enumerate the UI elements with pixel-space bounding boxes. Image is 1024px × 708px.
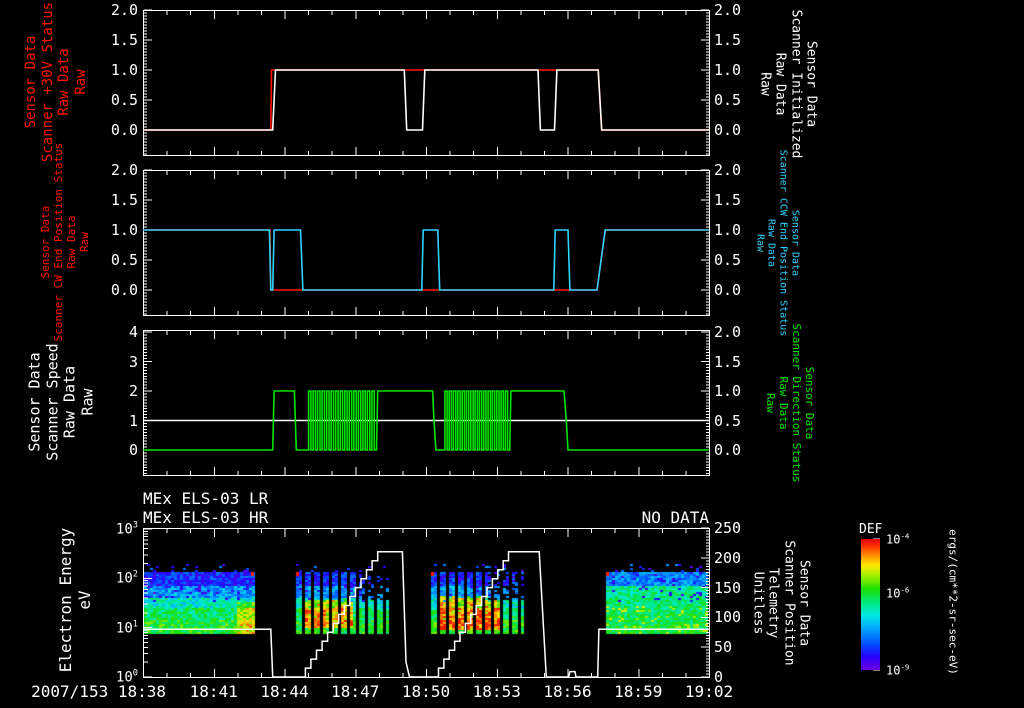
panel4-ytick-right: 0 [714,668,724,686]
panel4-ytick-right: 150 [714,578,742,597]
panel2-ytick-left: 0.0 [110,281,138,299]
panel3-ytick-right: 1.0 [714,382,742,400]
panel1-ytick-right: 0.5 [714,91,742,109]
colorbar-tick-label: 10-9 [886,662,910,678]
panel4-ytick-left: 100 [115,668,138,686]
panel2-ytick-left: 1.5 [110,191,138,209]
panel2-ytick-left: 1.0 [110,221,138,239]
panel3-ytick-left: 3 [128,352,138,371]
panel-frame [143,528,710,678]
spectrogram-title-lr: MEx ELS-03 LR [143,489,269,508]
panel1-ytick-left: 2.0 [110,1,138,19]
panel1-ytick-right: 0.0 [714,121,742,139]
panel4-ytick-left: 102 [115,570,138,587]
panel1-ytick-right: 1.5 [714,31,742,49]
colorbar-tick-label: 10-4 [886,531,910,547]
colorbar-title: DEF [859,522,883,537]
scanner-ccw-end-position-status-raw [143,229,709,291]
panel1-ytick-left: 1.5 [110,31,138,49]
panel4-ytick-right: 50 [714,638,733,657]
panel4-ytick-left: 101 [115,619,138,637]
scanner-cw-end-position-status-raw [143,229,709,291]
x-axis-tick-label: 18:53 [472,682,521,701]
panel1-left-axis-label: Sensor Data Scanner +30V Status Raw Data… [22,1,89,163]
panel3-ytick-left: 2 [128,382,138,400]
colorbar-unit-label: ergs/(cm**2-sr-sec-eV) [946,529,960,675]
panel4-right-axis-label: Sensor Data Scanner Position Telemetry U… [750,540,812,666]
scanner-plus-30v-status-raw [143,69,709,131]
panel4-ytick-left: 103 [115,520,138,538]
panel2-ytick-right: 1.0 [714,221,742,239]
panel3-left-axis-label: Sensor Data Scanner Speed Raw Data Raw [25,343,97,461]
x-axis-tick-label: 18:50 [401,682,451,701]
panel3-right-axis-label: Sensor Data Scanner Direction Status Raw… [764,323,816,483]
scanner-initialized-raw [143,69,709,131]
electron-energy-spectrogram-canvas [143,528,709,677]
panel-frame [143,330,710,476]
scanner-direction-status-raw [143,390,709,451]
x-axis-tick-label: 18:41 [189,682,238,701]
x-axis-tick-label: 18:47 [331,682,380,701]
panel4-ytick-right: 250 [714,519,742,537]
panel4-ytick-right: 200 [714,548,742,567]
x-axis-tick-label: 19:02 [684,682,734,701]
panel4-ytick-right: 100 [714,608,742,627]
panel2-ytick-right: 0.5 [714,251,742,269]
panel-frame [143,170,710,316]
panel-frame [143,10,710,156]
panel2-ytick-left: 0.5 [110,251,138,269]
x-axis-tick-label: 18:44 [260,682,309,701]
panel3-ytick-left: 4 [128,323,138,341]
panel3-ytick-right: 2.0 [714,323,742,341]
panel2-ytick-left: 2.0 [110,161,138,179]
spectrogram-title-hr: MEx ELS-03 HR [143,508,269,527]
panel3-ytick-right: 0.5 [714,411,742,430]
colorbar-tick-label: 10-6 [886,585,910,601]
panel2-ytick-right: 0.0 [714,281,742,299]
x-axis-tick-label: 18:59 [614,682,663,701]
panel1-right-axis-label: Sensor Data Scanner Initialized Raw Data… [757,9,819,159]
no-data-label: NO DATA [641,508,709,527]
def-colorbar [861,539,880,670]
panel2-ytick-right: 2.0 [714,161,742,179]
scanner-position-telemetry [143,551,709,678]
panel3-ytick-left: 1 [128,411,138,430]
panel1-ytick-right: 2.0 [714,1,742,19]
panel1-ytick-left: 0.5 [110,91,138,109]
x-axis-tick-label: 18:56 [543,682,592,701]
panel3-ytick-left: 0 [128,441,138,459]
panel3-ytick-right: 1.5 [714,352,742,371]
panel2-left-axis-label: Sensor Data Scanner CW End Position Stat… [39,142,91,342]
panel1-ytick-right: 1.0 [714,61,742,79]
panel4-left-axis-label: Electron Energy eV [56,527,94,673]
panel3-ytick-right: 0.0 [714,441,742,459]
panel1-ytick-left: 1.0 [110,61,138,79]
panel2-right-axis-label: Sensor Data Scanner CCW End Position Sta… [754,149,801,337]
panel2-ytick-right: 1.5 [714,191,742,209]
panel1-ytick-left: 0.0 [110,121,138,139]
x-axis-first-label: 2007/153 18:38 [31,682,166,701]
